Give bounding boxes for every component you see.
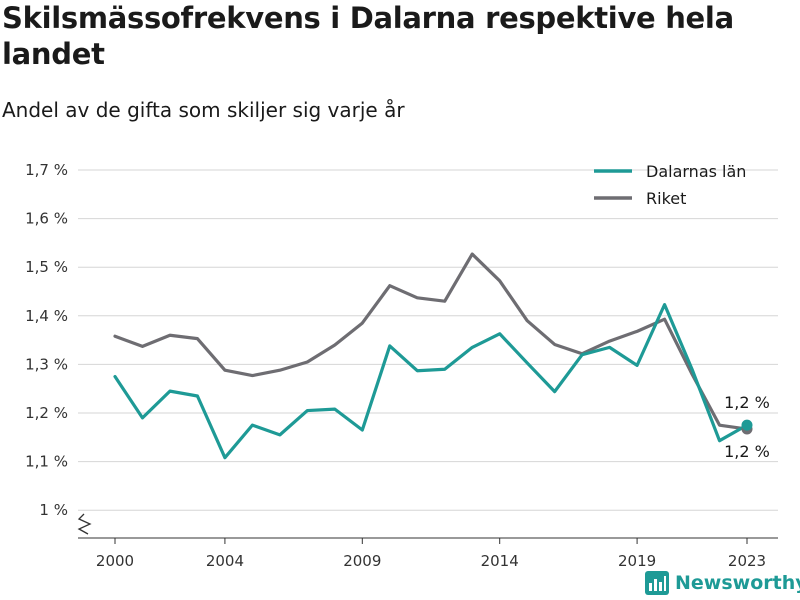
chart-subtitle: Andel av de gifta som skiljer sig varje …: [2, 98, 405, 122]
y-tick-label: 1,6 %: [25, 210, 68, 228]
y-tick-label: 1,5 %: [25, 258, 68, 276]
series-line-riket: [113, 252, 749, 431]
legend-label-riket: Riket: [646, 189, 686, 208]
x-tick-label: 2004: [206, 552, 244, 570]
series-line-dalarna: [113, 303, 749, 460]
x-tick-label: 2014: [481, 552, 519, 570]
logo-text: Newsworthy: [675, 572, 800, 594]
x-tick-label: 2000: [96, 552, 134, 570]
legend-label-dalarna: Dalarnas län: [646, 162, 746, 181]
y-tick-label: 1,2 %: [25, 404, 68, 422]
y-tick-label: 1,4 %: [25, 307, 68, 325]
x-tick-label: 2009: [343, 552, 381, 570]
end-label-riket: 1,2 %: [724, 442, 770, 461]
y-tick-label: 1,3 %: [25, 355, 68, 373]
x-tick-label: 2019: [618, 552, 656, 570]
x-tick-label: 2023: [728, 552, 766, 570]
newsworthy-logo: Newsworthy: [645, 569, 800, 597]
logo-icon: [645, 571, 669, 595]
end-label-dalarna: 1,2 %: [724, 393, 770, 412]
y-tick-label: 1,7 %: [25, 161, 68, 179]
chart-title: Skilsmässofrekvens i Dalarna respektive …: [2, 1, 734, 71]
y-tick-label: 1,1 %: [25, 453, 68, 471]
y-tick-label: 1 %: [39, 501, 68, 519]
end-point-dalarna: [741, 419, 753, 431]
axis-break-icon: [77, 513, 92, 535]
